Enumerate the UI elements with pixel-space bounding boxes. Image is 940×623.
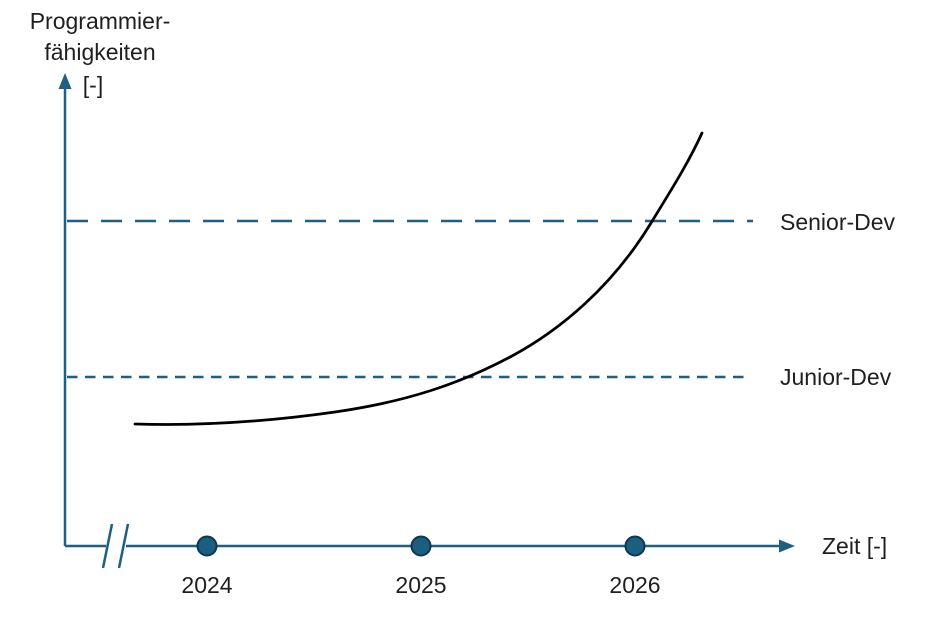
y-axis-title-line1: Programmier- bbox=[29, 8, 171, 34]
y-axis-arrowhead-icon bbox=[58, 73, 72, 89]
year-marker-2026 bbox=[624, 535, 646, 557]
junior-dev-label: Junior-Dev bbox=[780, 364, 892, 390]
year-marker-2024 bbox=[196, 535, 218, 557]
x-tick-2025: 2025 bbox=[395, 572, 447, 598]
year-marker-2025 bbox=[410, 535, 432, 557]
x-axis-label: Zeit [-] bbox=[822, 533, 888, 559]
y-axis-title: Programmier- fähigkeiten bbox=[10, 6, 190, 68]
x-tick-2024: 2024 bbox=[181, 572, 233, 598]
x-axis-arrowhead-icon bbox=[779, 539, 795, 553]
y-axis-unit: [-] bbox=[82, 72, 104, 98]
skill-growth-curve bbox=[133, 131, 704, 426]
x-tick-2026: 2026 bbox=[609, 572, 661, 598]
senior-dev-label: Senior-Dev bbox=[780, 209, 896, 235]
axis-break-slash-icon bbox=[117, 523, 130, 569]
y-axis-title-line2: fähigkeiten bbox=[44, 39, 156, 65]
axis-break-slash-icon bbox=[101, 523, 114, 569]
